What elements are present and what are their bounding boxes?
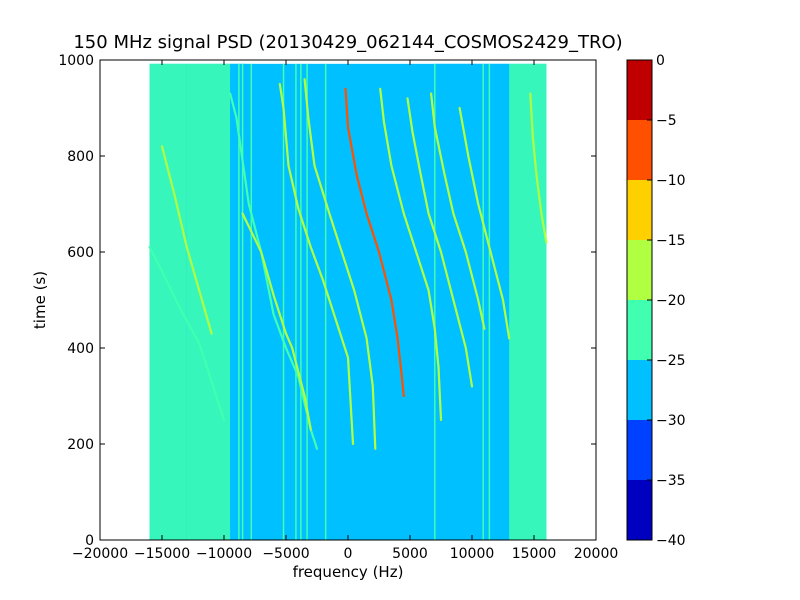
noise-band-0 <box>149 63 187 541</box>
colorbar-tick-label: −5 <box>656 113 677 129</box>
colorbar-tick-label: 0 <box>656 53 665 69</box>
y-tick-label: 200 <box>67 437 94 453</box>
colorbar-segment-1 <box>627 420 652 480</box>
y-tick-label: 600 <box>67 245 94 261</box>
colorbar-segment-7 <box>627 60 652 120</box>
colorbar-tick-label: −15 <box>656 233 686 249</box>
doppler-trace-8 <box>406 97 474 388</box>
x-tick-label: 15000 <box>512 546 557 562</box>
noise-band-1 <box>186 63 231 541</box>
y-tick-label: 0 <box>85 533 94 549</box>
y-tick-label: 1000 <box>58 53 94 69</box>
colorbar-tick-label: −25 <box>656 353 686 369</box>
doppler-trace-0 <box>148 246 226 422</box>
doppler-trace-11 <box>529 92 548 244</box>
chart-title: 150 MHz signal PSD (20130429_062144_COSM… <box>73 32 622 53</box>
doppler-trace-3 <box>241 212 312 431</box>
colorbar-segment-2 <box>627 360 652 420</box>
spectrogram-heatmap <box>148 63 548 541</box>
x-tick-label: −5000 <box>262 546 309 562</box>
y-axis: 0 200 400 600 800 1000 <box>58 53 596 549</box>
colorbar-tick-label: −40 <box>656 533 686 549</box>
x-tick-label: 0 <box>344 546 353 562</box>
x-axis: −20000 −15000 −10000 −5000 0 5000 10000 15000 20… <box>72 60 618 562</box>
x-tick-label: −20000 <box>72 546 128 562</box>
colorbar-segment-0 <box>627 480 652 540</box>
colorbar-segment-3 <box>627 300 652 360</box>
doppler-trace-9 <box>430 92 486 330</box>
y-tick-label: 800 <box>67 149 94 165</box>
doppler-trace-6 <box>344 87 405 398</box>
noise-band-4 <box>509 63 547 541</box>
doppler-trace-4 <box>278 82 355 446</box>
colorbar: 0 −5 −10 −15 −20 −25 −30 −35 −40 <box>626 53 686 549</box>
colorbar-segment-5 <box>627 180 652 240</box>
y-tick-label: 400 <box>67 341 94 357</box>
colorbar-tick-label: −35 <box>656 473 686 489</box>
doppler-trace-5 <box>303 78 377 450</box>
x-tick-label: 10000 <box>450 546 495 562</box>
x-tick-label: 5000 <box>392 546 428 562</box>
colorbar-tick-label: −10 <box>656 173 686 189</box>
x-tick-label: 20000 <box>574 546 619 562</box>
doppler-trace-10 <box>458 106 511 340</box>
doppler-trace-7 <box>379 87 443 422</box>
colorbar-segment-4 <box>627 240 652 300</box>
colorbar-tick-label: −30 <box>656 413 686 429</box>
x-tick-label: −15000 <box>134 546 190 562</box>
plot-area <box>99 59 597 541</box>
colorbar-segment-6 <box>627 120 652 180</box>
colorbar-tick-label: −20 <box>656 293 686 309</box>
doppler-trace-1 <box>160 145 213 335</box>
noise-band-3 <box>434 63 510 541</box>
x-axis-label: frequency (Hz) <box>293 563 404 581</box>
x-tick-label: −10000 <box>196 546 252 562</box>
y-axis-label: time (s) <box>31 271 49 329</box>
